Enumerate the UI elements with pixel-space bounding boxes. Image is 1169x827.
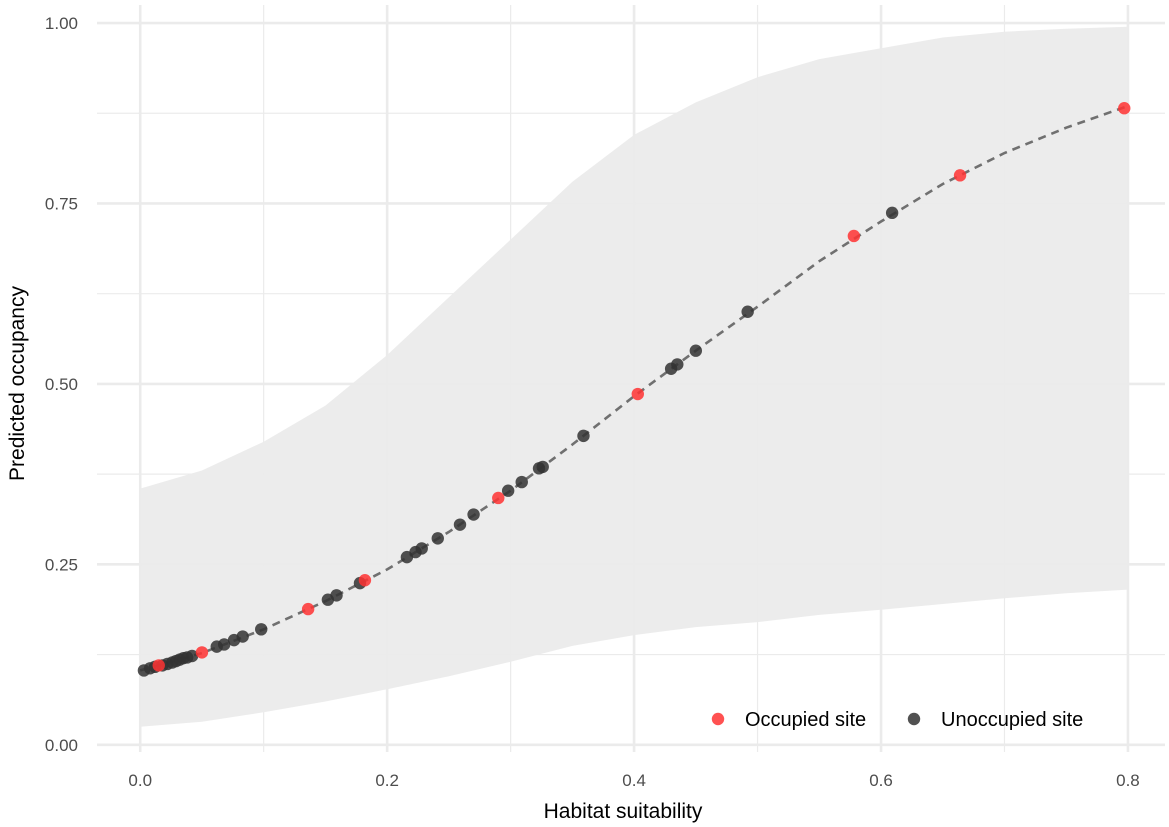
unoccupied-site-point (885, 206, 899, 220)
y-tick-label: 0.50 (45, 375, 78, 394)
y-axis-title: Predicted occupancy (6, 286, 29, 481)
legend-label-unoccupied: Unoccupied site (941, 709, 1083, 731)
legend-key-occupied (711, 712, 725, 726)
x-axis-title: Habitat suitability (544, 800, 703, 823)
x-tick-label: 0.6 (869, 771, 893, 790)
unoccupied-site-point (431, 532, 444, 545)
occupied-site-point (492, 491, 505, 505)
unoccupied-site-point (330, 589, 343, 602)
unoccupied-site-point (217, 638, 231, 651)
unoccupied-site-point (185, 649, 199, 663)
x-tick-label: 0.4 (622, 771, 646, 790)
unoccupied-site-point (415, 542, 428, 555)
x-tick-label: 0.8 (1116, 771, 1140, 790)
legend: Occupied site Unoccupied site (711, 709, 1083, 731)
unoccupied-site-point (236, 630, 249, 643)
data-points (137, 102, 1131, 677)
unoccupied-site-point (501, 484, 515, 497)
occupied-site-point (847, 229, 861, 243)
unoccupied-site-point (453, 518, 467, 531)
legend-key-unoccupied (907, 712, 921, 726)
unoccupied-site-point (741, 305, 754, 318)
unoccupied-site-point (255, 623, 268, 636)
legend-label-occupied: Occupied site (745, 709, 866, 731)
unoccupied-site-point (467, 508, 480, 521)
occupied-site-point (631, 387, 644, 401)
y-tick-label: 0.25 (45, 555, 78, 574)
confidence-ribbon (140, 26, 1128, 727)
unoccupied-site-point (577, 429, 590, 443)
y-tick-label: 1.00 (45, 14, 78, 33)
tick-labels: 0.0 0.2 0.4 0.6 0.8 0.00 0.25 0.50 0.75 1.00 (45, 14, 1140, 790)
occupied-site-point (358, 574, 372, 587)
unoccupied-site-point (671, 358, 684, 371)
occupied-site-point (152, 659, 165, 672)
occupied-site-point (953, 169, 967, 182)
unoccupied-site-point (689, 344, 703, 357)
unoccupied-site-point (515, 475, 528, 489)
x-tick-label: 0.0 (128, 771, 152, 790)
x-tick-label: 0.2 (375, 771, 399, 790)
y-tick-label: 0.75 (45, 194, 78, 213)
unoccupied-site-point (536, 460, 549, 474)
occupied-site-point (301, 602, 315, 616)
occupied-site-point (195, 646, 209, 659)
y-tick-label: 0.00 (45, 736, 78, 755)
occupied-site-point (1118, 102, 1131, 115)
